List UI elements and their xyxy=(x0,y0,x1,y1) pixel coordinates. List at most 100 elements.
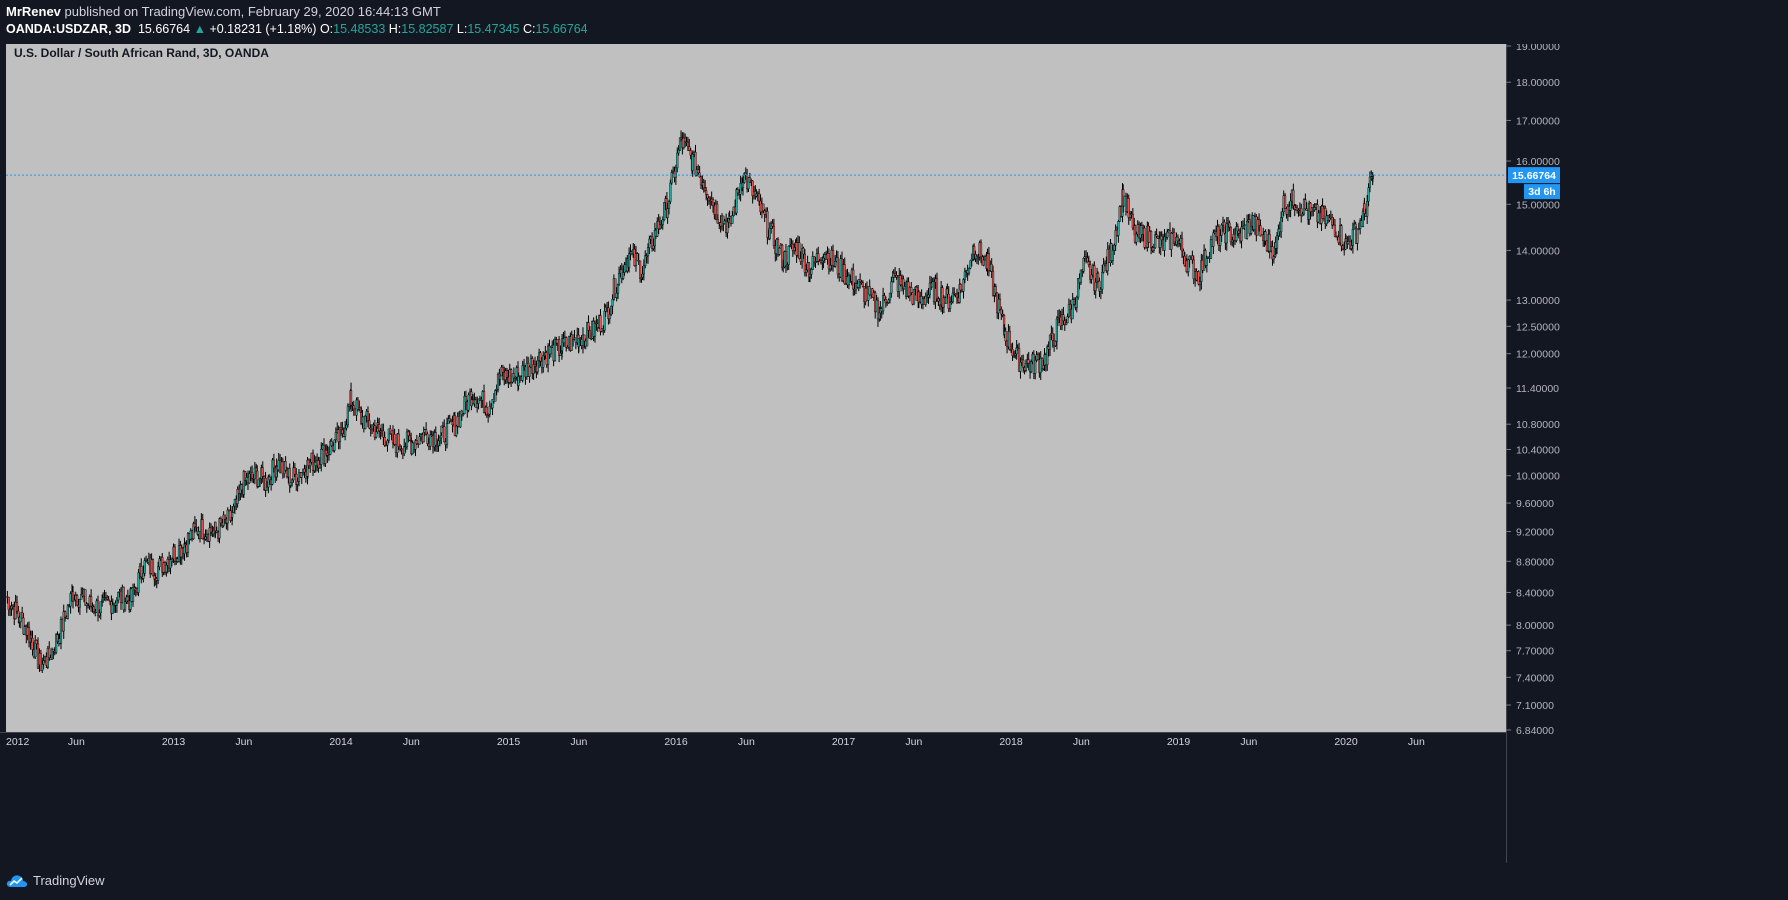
x-tick-label: 2014 xyxy=(329,736,353,748)
candle-body xyxy=(959,284,962,291)
candle-body xyxy=(736,189,739,194)
candle-body xyxy=(1086,257,1089,263)
candle-body xyxy=(553,339,557,361)
candle-body xyxy=(1155,234,1158,237)
candle-body xyxy=(76,595,79,606)
candle-body xyxy=(1284,195,1287,209)
candle-body xyxy=(482,391,486,413)
y-tick-label: 12.00000 xyxy=(1516,349,1560,361)
symbol-name[interactable]: OANDA:USDZAR, 3D xyxy=(6,22,131,36)
candle-body xyxy=(1143,227,1146,248)
candle-body xyxy=(688,146,691,151)
candle-body xyxy=(927,294,930,298)
high-value: 15.82587 xyxy=(401,22,454,36)
candle-body xyxy=(1257,219,1261,226)
candle-body xyxy=(426,433,429,444)
publish-line: MrRenev published on TradingView.com, Fe… xyxy=(6,4,441,19)
candle-body xyxy=(834,261,837,267)
y-tick-label: 7.70000 xyxy=(1516,646,1554,658)
candle-body xyxy=(1087,261,1090,265)
candle-body xyxy=(912,289,916,305)
countdown-label: 3d 6h xyxy=(1528,186,1555,198)
candle-body xyxy=(99,601,102,614)
x-tick-label: Jun xyxy=(1073,736,1090,748)
y-tick-label: 8.80000 xyxy=(1516,556,1554,568)
candle-body xyxy=(512,373,515,379)
tradingview-logo[interactable]: TradingView xyxy=(6,873,105,888)
candle-body xyxy=(1220,224,1223,236)
candle-body xyxy=(689,150,692,156)
tradingview-brand: TradingView xyxy=(33,873,105,888)
candle-body xyxy=(1292,189,1295,206)
price-chart[interactable]: U.S. Dollar / South African Rand, 3D, OA… xyxy=(0,44,1788,863)
candle-body xyxy=(1117,221,1120,236)
candle-body xyxy=(636,253,639,261)
candle-body xyxy=(399,446,402,450)
author-name[interactable]: MrRenev xyxy=(6,4,61,19)
candle-body xyxy=(884,299,887,303)
x-tick-label: Jun xyxy=(403,736,420,748)
candle-body xyxy=(1051,333,1054,341)
candle-body xyxy=(348,404,351,407)
candle-body xyxy=(408,435,411,441)
x-tick-label: 2015 xyxy=(497,736,521,748)
candle-body xyxy=(684,137,687,142)
candle-body xyxy=(1004,331,1007,342)
candle-body xyxy=(92,606,95,612)
candle-body xyxy=(888,292,892,301)
candle-body xyxy=(1229,226,1233,243)
candle-body xyxy=(376,422,379,425)
y-tick-label: 9.20000 xyxy=(1516,527,1554,539)
candle-body xyxy=(485,406,488,415)
candle-body xyxy=(414,440,417,450)
candle-body xyxy=(368,420,371,429)
candle-body xyxy=(21,612,24,619)
y-tick-label: 19.00000 xyxy=(1516,44,1560,53)
candle-body xyxy=(438,437,441,441)
candle-body xyxy=(1027,359,1030,364)
candle-body xyxy=(1228,222,1231,228)
chart-area[interactable]: U.S. Dollar / South African Rand, 3D, OA… xyxy=(0,44,1788,863)
candle-body xyxy=(1114,230,1117,246)
candle-body xyxy=(1198,281,1202,285)
candle-body xyxy=(686,142,690,147)
candle-body xyxy=(476,403,479,408)
candle-body xyxy=(349,390,353,406)
candle-body xyxy=(429,434,432,447)
candle-body xyxy=(1219,235,1222,246)
x-tick-label: Jun xyxy=(570,736,587,748)
candle-body xyxy=(622,272,625,279)
candle-body xyxy=(333,439,336,451)
y-tick-label: 15.00000 xyxy=(1516,199,1560,211)
candle-body xyxy=(847,275,850,286)
candle-body xyxy=(193,523,196,528)
candle-body xyxy=(284,461,287,471)
candle-body xyxy=(124,601,127,610)
candle-body xyxy=(48,647,51,658)
candle-body xyxy=(115,599,119,606)
candle-body xyxy=(716,219,719,224)
candle-body xyxy=(642,265,645,275)
candle-body xyxy=(967,268,971,274)
x-tick-label: Jun xyxy=(738,736,755,748)
candle-body xyxy=(1187,259,1190,272)
current-price-label: 15.66764 xyxy=(1512,170,1556,182)
candle-body xyxy=(1166,231,1169,238)
x-tick-label: Jun xyxy=(235,736,252,748)
candle-body xyxy=(165,565,168,573)
candle-body xyxy=(946,288,949,295)
candle-body xyxy=(352,405,355,410)
candle-body xyxy=(615,292,618,298)
candle-body xyxy=(628,253,631,268)
candle-body xyxy=(1135,233,1138,243)
candle-body xyxy=(793,247,796,251)
candle-body xyxy=(641,273,644,278)
candle-body xyxy=(990,264,993,272)
candle-body xyxy=(1113,245,1116,251)
time-axis[interactable] xyxy=(0,732,1506,751)
candle-body xyxy=(268,476,271,480)
candle-body xyxy=(501,367,504,373)
candle-body xyxy=(587,322,590,331)
candle-body xyxy=(817,253,820,262)
candle-body xyxy=(204,536,207,540)
